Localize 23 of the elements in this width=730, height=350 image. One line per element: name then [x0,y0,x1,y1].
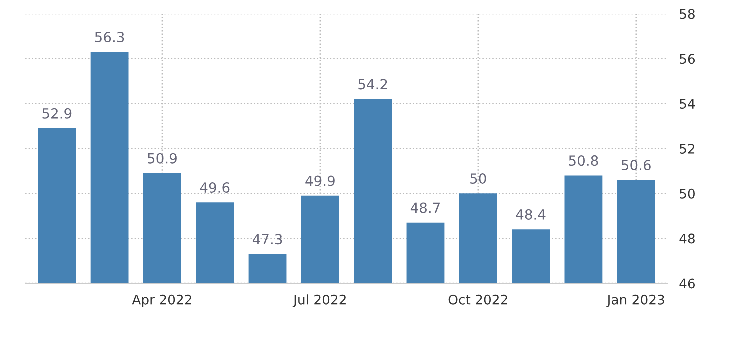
data-label: 48.4 [516,209,546,220]
x-tick-label: Oct 2022 [448,294,508,305]
data-label: 49.9 [306,176,335,186]
data-label: 50 [470,174,486,184]
data-label: 47.3 [252,234,282,245]
data-label: 54.2 [358,79,388,90]
data-label: 50.8 [569,156,598,166]
x-tick-label: Jan 2023 [606,294,664,308]
y-tick-label: 56 [680,54,696,64]
y-tick-label: 52 [680,144,695,154]
y-tick-label: 54 [680,99,696,110]
data-label: 48.7 [410,202,440,214]
x-tick-label: Apr 2022 [132,294,192,308]
data-label: 52.9 [42,108,72,119]
x-tick-label: Jul 2022 [292,294,346,308]
y-tick-label: 46 [680,278,696,289]
y-tick-label: 48 [680,234,695,244]
y-tick-label: 58 [680,9,695,20]
y-tick-label: 50 [680,188,695,199]
data-label: 56.3 [95,32,124,43]
data-label: 49.6 [200,182,230,194]
data-label: 50.9 [148,153,177,164]
data-label: 50.6 [622,160,651,171]
